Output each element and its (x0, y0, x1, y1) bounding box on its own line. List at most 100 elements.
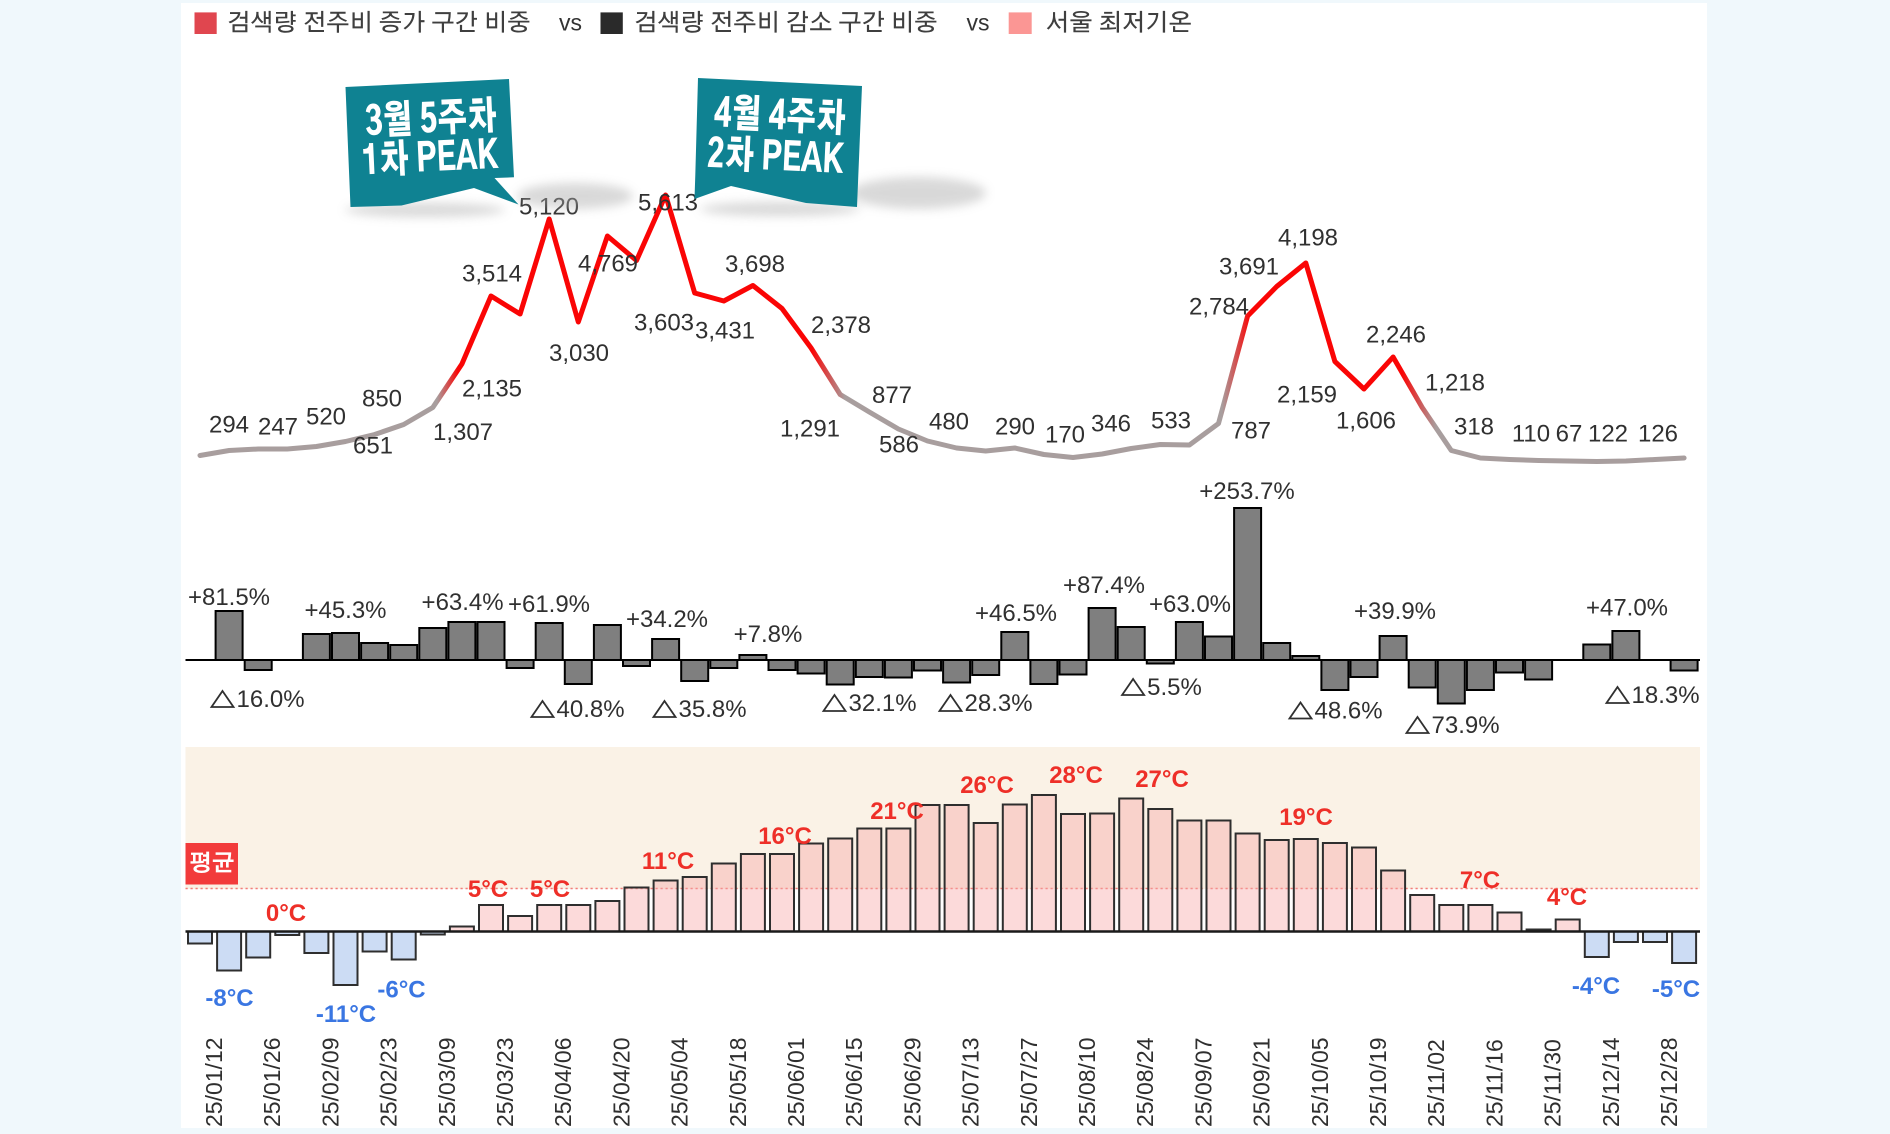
svg-text:2,135: 2,135 (462, 376, 522, 403)
svg-text:122: 122 (1588, 421, 1628, 448)
svg-text:3,431: 3,431 (695, 318, 755, 345)
svg-text:7°C: 7°C (1460, 867, 1500, 894)
svg-text:25/04/06: 25/04/06 (550, 1037, 576, 1127)
svg-text:290: 290 (995, 414, 1035, 441)
svg-text:25/02/23: 25/02/23 (376, 1037, 402, 1127)
svg-text:25/07/13: 25/07/13 (958, 1037, 984, 1127)
svg-text:346: 346 (1091, 411, 1131, 438)
svg-text:2,246: 2,246 (1366, 322, 1426, 349)
svg-text:25/01/12: 25/01/12 (201, 1037, 227, 1127)
svg-text:+61.9%: +61.9% (508, 591, 590, 618)
svg-text:+87.4%: +87.4% (1063, 572, 1145, 599)
svg-text:-6°C: -6°C (377, 977, 425, 1004)
svg-text:28.3%: 28.3% (965, 690, 1033, 717)
svg-text:3,514: 3,514 (462, 261, 522, 288)
svg-text:0°C: 0°C (266, 900, 306, 927)
svg-text:25/07/27: 25/07/27 (1016, 1037, 1042, 1127)
svg-text:+45.3%: +45.3% (304, 597, 386, 624)
svg-text:3,691: 3,691 (1219, 254, 1279, 281)
svg-text:25/09/07: 25/09/07 (1190, 1037, 1216, 1127)
svg-text:25/12/14: 25/12/14 (1598, 1037, 1624, 1127)
svg-text:+7.8%: +7.8% (734, 621, 803, 648)
svg-text:73.9%: 73.9% (1432, 712, 1500, 739)
svg-text:318: 318 (1454, 414, 1494, 441)
svg-text:+34.2%: +34.2% (626, 606, 708, 633)
svg-text:35.8%: 35.8% (679, 696, 747, 723)
svg-text:28°C: 28°C (1049, 762, 1103, 789)
svg-text:16°C: 16°C (758, 823, 812, 850)
svg-text:1,307: 1,307 (433, 419, 493, 446)
svg-text:25/10/05: 25/10/05 (1307, 1037, 1333, 1127)
svg-text:-8°C: -8°C (205, 985, 253, 1012)
svg-text:+63.0%: +63.0% (1149, 591, 1231, 618)
svg-text:25/08/24: 25/08/24 (1132, 1037, 1158, 1127)
svg-text:2,784: 2,784 (1189, 294, 1249, 321)
svg-text:+63.4%: +63.4% (422, 589, 504, 616)
svg-text:1,291: 1,291 (780, 416, 840, 443)
svg-text:850: 850 (362, 386, 402, 413)
svg-text:25/10/19: 25/10/19 (1365, 1037, 1391, 1127)
svg-text:-4°C: -4°C (1572, 973, 1620, 1000)
svg-text:+46.5%: +46.5% (975, 600, 1057, 627)
svg-text:787: 787 (1231, 418, 1271, 445)
svg-text:vs: vs (967, 10, 990, 36)
svg-text:+253.7%: +253.7% (1199, 478, 1294, 505)
svg-text:533: 533 (1151, 408, 1191, 435)
svg-text:-11°C: -11°C (316, 1001, 376, 1028)
svg-text:4°C: 4°C (1547, 884, 1587, 911)
svg-text:480: 480 (929, 409, 969, 436)
svg-text:3,698: 3,698 (725, 251, 785, 278)
svg-text:67: 67 (1556, 421, 1583, 448)
svg-text:2,159: 2,159 (1277, 382, 1337, 409)
svg-text:5°C: 5°C (468, 876, 508, 903)
svg-text:25/09/21: 25/09/21 (1249, 1037, 1275, 1127)
svg-text:18.3%: 18.3% (1632, 682, 1700, 709)
svg-text:170: 170 (1045, 422, 1085, 449)
svg-text:25/03/09: 25/03/09 (434, 1037, 460, 1127)
svg-text:26°C: 26°C (960, 772, 1014, 799)
svg-text:5.5%: 5.5% (1147, 674, 1202, 701)
svg-text:25/02/09: 25/02/09 (317, 1037, 343, 1127)
svg-text:5,613: 5,613 (638, 190, 698, 217)
svg-text:25/06/15: 25/06/15 (841, 1037, 867, 1127)
svg-text:25/01/26: 25/01/26 (259, 1037, 285, 1127)
svg-text:25/05/04: 25/05/04 (667, 1037, 693, 1127)
svg-text:4,198: 4,198 (1278, 225, 1338, 252)
svg-text:32.1%: 32.1% (849, 690, 917, 717)
svg-text:25/12/28: 25/12/28 (1656, 1037, 1682, 1127)
svg-text:+81.5%: +81.5% (188, 584, 270, 611)
svg-text:25/03/23: 25/03/23 (492, 1037, 518, 1127)
svg-text:19°C: 19°C (1279, 804, 1333, 831)
svg-text:+47.0%: +47.0% (1586, 595, 1668, 622)
svg-text:110: 110 (1512, 421, 1550, 448)
svg-text:5°C: 5°C (530, 876, 570, 903)
svg-text:25/11/16: 25/11/16 (1481, 1039, 1507, 1127)
svg-text:40.8%: 40.8% (557, 696, 625, 723)
svg-text:25/05/18: 25/05/18 (725, 1037, 751, 1127)
svg-text:126: 126 (1638, 421, 1678, 448)
svg-text:11°C: 11°C (642, 848, 694, 875)
svg-text:25/06/29: 25/06/29 (899, 1037, 925, 1127)
svg-text:25/06/01: 25/06/01 (783, 1037, 809, 1127)
svg-text:1,606: 1,606 (1336, 408, 1396, 435)
svg-text:4,769: 4,769 (578, 251, 638, 278)
svg-text:520: 520 (306, 404, 346, 431)
svg-text:25/11/30: 25/11/30 (1540, 1039, 1566, 1127)
svg-text:247: 247 (258, 414, 298, 441)
svg-text:16.0%: 16.0% (237, 686, 305, 713)
svg-text:-5°C: -5°C (1652, 976, 1700, 1003)
svg-text:25/11/02: 25/11/02 (1423, 1039, 1449, 1127)
svg-text:294: 294 (209, 412, 249, 439)
svg-text:3,603: 3,603 (634, 310, 694, 337)
svg-text:651: 651 (353, 433, 393, 460)
svg-text:48.6%: 48.6% (1315, 698, 1383, 725)
svg-text:27°C: 27°C (1135, 766, 1189, 793)
svg-text:25/04/20: 25/04/20 (608, 1037, 634, 1127)
svg-text:3,030: 3,030 (549, 340, 609, 367)
svg-text:21°C: 21°C (870, 798, 924, 825)
svg-text:877: 877 (872, 382, 912, 409)
svg-text:2,378: 2,378 (811, 312, 871, 339)
svg-text:25/08/10: 25/08/10 (1074, 1037, 1100, 1127)
svg-text:1,218: 1,218 (1425, 370, 1485, 397)
svg-text:vs: vs (559, 10, 582, 36)
